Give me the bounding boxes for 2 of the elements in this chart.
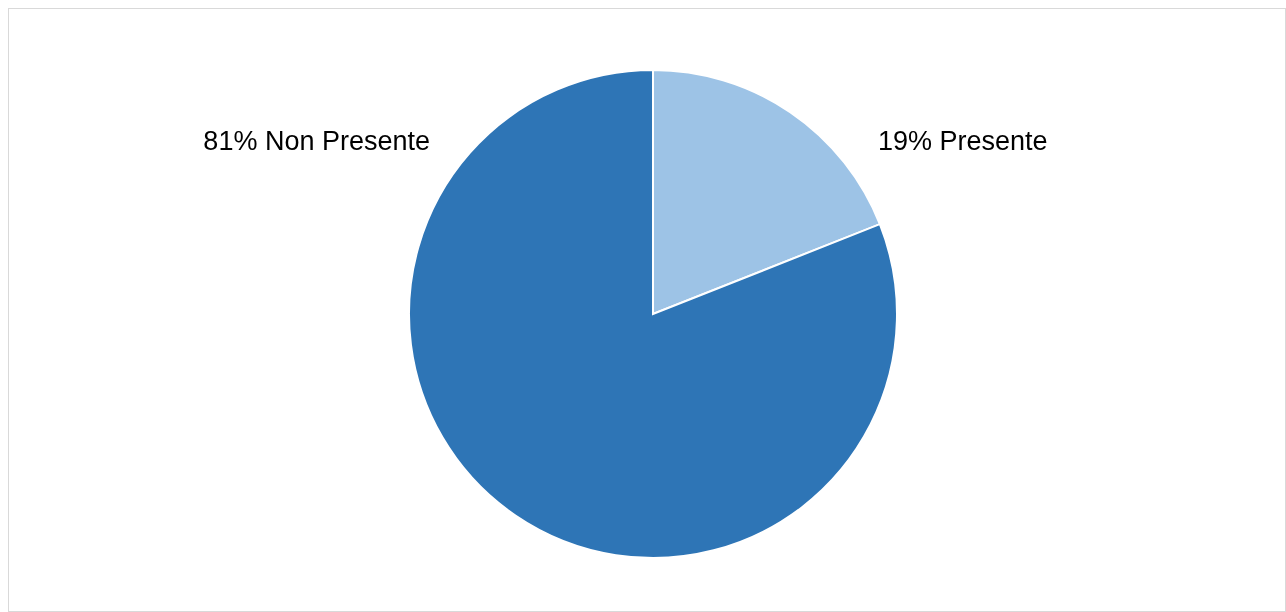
slice-label: 81% Non Presente <box>203 126 430 156</box>
slice-label: 19% Presente <box>878 126 1048 156</box>
